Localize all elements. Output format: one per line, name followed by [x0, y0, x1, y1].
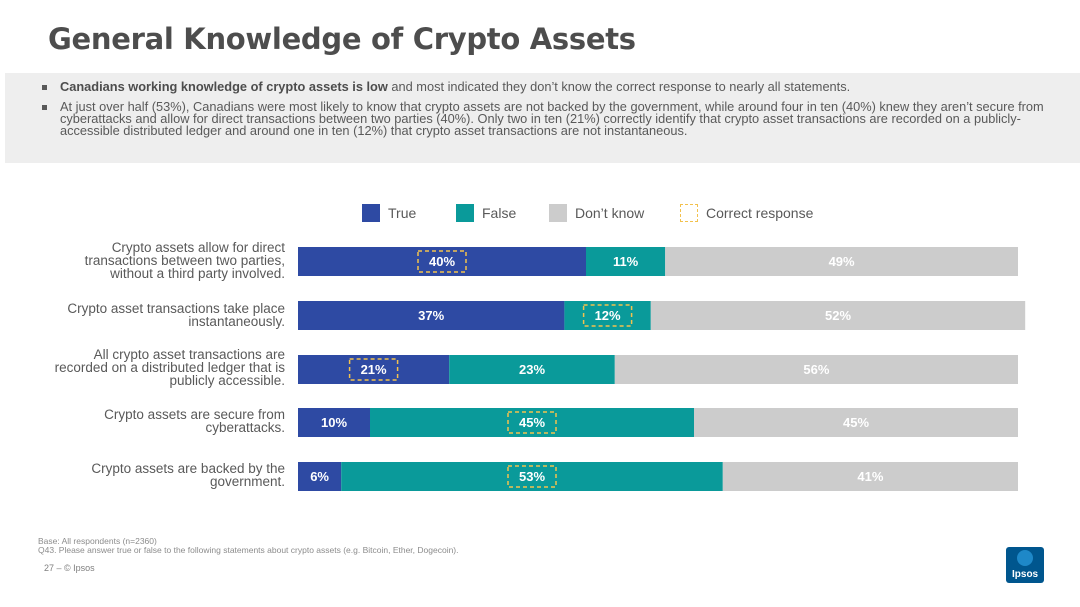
- bar-dontknow-row-3: [694, 408, 1018, 437]
- bar-true-row-3: [298, 408, 370, 437]
- legend-swatch-true: [362, 204, 380, 222]
- correct-response-box-row-4: [507, 465, 557, 488]
- footer-base-note: Base: All respondents (n=2360): [38, 536, 157, 546]
- bar-label-false-row-0: 11%: [613, 254, 639, 269]
- bar-false-row-0: [586, 247, 666, 276]
- bullet-mark: [42, 105, 47, 110]
- bar-label-false-row-4: 53%: [519, 469, 545, 484]
- logo-text: Ipsos: [1012, 569, 1039, 580]
- legend-label-correct: Correct response: [706, 205, 814, 221]
- bar-false-row-2: [449, 355, 615, 384]
- bar-dontknow-row-4: [722, 462, 1018, 491]
- row-label-3: Crypto assets are secure from cyberattac…: [104, 407, 285, 435]
- legend-swatch-false: [456, 204, 474, 222]
- bar-label-true-row-3: 10%: [321, 415, 347, 430]
- bar-true-row-0: [298, 247, 586, 276]
- bar-label-dontknow-row-3: 45%: [843, 415, 869, 430]
- bar-label-true-row-4: 6%: [310, 469, 329, 484]
- row-label-4: Crypto assets are backed by the governme…: [91, 461, 285, 489]
- ipsos-logo: Ipsos: [1006, 547, 1044, 583]
- legend-label-true: True: [388, 205, 417, 221]
- footer-question-note: Q43. Please answer true or false to the …: [38, 545, 459, 555]
- bullet-text: Canadians working knowledge of crypto as…: [60, 79, 1045, 94]
- bar-dontknow-row-0: [665, 247, 1018, 276]
- bar-label-true-row-0: 40%: [429, 254, 455, 269]
- row-label-1: Crypto asset transactions take place ins…: [67, 301, 285, 329]
- bullet-text: At just over half (53%), Canadians were …: [60, 99, 1044, 138]
- legend-swatch-dontknow: [549, 204, 567, 222]
- bar-dontknow-row-2: [614, 355, 1018, 384]
- correct-response-box-row-3: [507, 411, 557, 434]
- bar-true-row-2: [298, 355, 450, 384]
- page-title: General Knowledge of Crypto Assets: [48, 22, 636, 56]
- correct-response-box-row-0: [417, 250, 467, 273]
- bar-label-dontknow-row-0: 49%: [829, 254, 855, 269]
- logo-circle-icon: [1017, 550, 1033, 566]
- bar-label-true-row-1: 37%: [418, 308, 444, 323]
- bullet-mark: [42, 85, 47, 90]
- bar-label-dontknow-row-2: 56%: [803, 362, 829, 377]
- bar-label-false-row-3: 45%: [519, 415, 545, 430]
- bullet-rest-text: and most indicated they don’t know the c…: [387, 79, 851, 94]
- legend-swatch-correct: [680, 204, 698, 222]
- bullet-bold-text: Canadians working knowledge of crypto as…: [60, 79, 388, 94]
- bar-true-row-1: [298, 301, 565, 330]
- bar-false-row-3: [370, 408, 694, 437]
- row-label-0: Crypto assets allow for direct transacti…: [84, 240, 285, 281]
- bar-label-dontknow-row-4: 41%: [857, 469, 883, 484]
- page-number: 27 – © Ipsos: [44, 563, 95, 573]
- bar-false-row-4: [341, 462, 723, 491]
- bar-label-false-row-2: 23%: [519, 362, 545, 377]
- bar-label-dontknow-row-1: 52%: [825, 308, 851, 323]
- bar-true-row-4: [298, 462, 342, 491]
- correct-response-box-row-2: [348, 358, 399, 381]
- bar-label-true-row-2: 21%: [361, 362, 387, 377]
- bar-dontknow-row-1: [650, 301, 1026, 330]
- correct-response-box-row-1: [582, 304, 633, 327]
- summary-box: [5, 73, 1080, 163]
- legend-label-dontknow: Don’t know: [575, 205, 645, 221]
- bar-false-row-1: [564, 301, 651, 330]
- row-label-2: All crypto asset transactions are record…: [54, 347, 285, 388]
- bar-label-false-row-1: 12%: [595, 308, 621, 323]
- legend-label-false: False: [482, 205, 517, 221]
